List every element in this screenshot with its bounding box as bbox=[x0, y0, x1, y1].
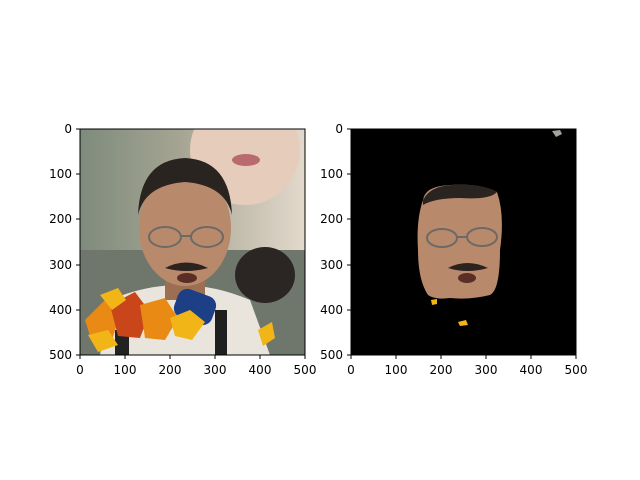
face-segmentation-mask bbox=[351, 129, 576, 355]
left-x-tick-label: 400 bbox=[249, 363, 272, 377]
left-axes-frame bbox=[79, 128, 306, 356]
portrait-photo bbox=[80, 129, 305, 355]
right-axes-frame bbox=[350, 128, 577, 356]
right-y-tick-label: 400 bbox=[320, 303, 343, 317]
right-x-axis bbox=[350, 355, 577, 359]
left-x-tick-label: 300 bbox=[204, 363, 227, 377]
left-x-tick-label: 100 bbox=[114, 363, 137, 377]
left-y-tick-label: 300 bbox=[49, 258, 72, 272]
right-y-tick-label: 500 bbox=[320, 348, 343, 362]
left-x-tick-label: 200 bbox=[159, 363, 182, 377]
right-x-tick-label: 200 bbox=[430, 363, 453, 377]
right-x-tick-label: 300 bbox=[475, 363, 498, 377]
left-x-axis bbox=[79, 355, 306, 359]
left-x-tick-label: 0 bbox=[76, 363, 84, 377]
right-y-tick-label: 300 bbox=[320, 258, 343, 272]
left-y-tick-label: 500 bbox=[49, 348, 72, 362]
left-y-tick-label: 100 bbox=[49, 167, 72, 181]
autumn-leaves-overlay bbox=[85, 288, 275, 352]
right-y-tick-label: 100 bbox=[320, 167, 343, 181]
right-x-tick-label: 400 bbox=[520, 363, 543, 377]
left-y-tick-label: 200 bbox=[49, 212, 72, 226]
left-y-tick-label: 400 bbox=[49, 303, 72, 317]
right-y-tick-label: 200 bbox=[320, 212, 343, 226]
left-x-tick-label: 500 bbox=[294, 363, 317, 377]
right-panel: 0 100 200 300 400 500 0 100 200 300 400 … bbox=[320, 122, 587, 377]
left-y-axis bbox=[76, 128, 80, 356]
right-x-tick-label: 500 bbox=[565, 363, 588, 377]
right-y-tick-label: 0 bbox=[335, 122, 343, 136]
right-x-tick-label: 100 bbox=[385, 363, 408, 377]
left-y-tick-label: 0 bbox=[64, 122, 72, 136]
right-x-tick-label: 0 bbox=[347, 363, 355, 377]
left-panel: 0 100 200 300 400 500 0 100 200 300 400 … bbox=[49, 122, 317, 377]
right-y-axis bbox=[347, 128, 351, 356]
